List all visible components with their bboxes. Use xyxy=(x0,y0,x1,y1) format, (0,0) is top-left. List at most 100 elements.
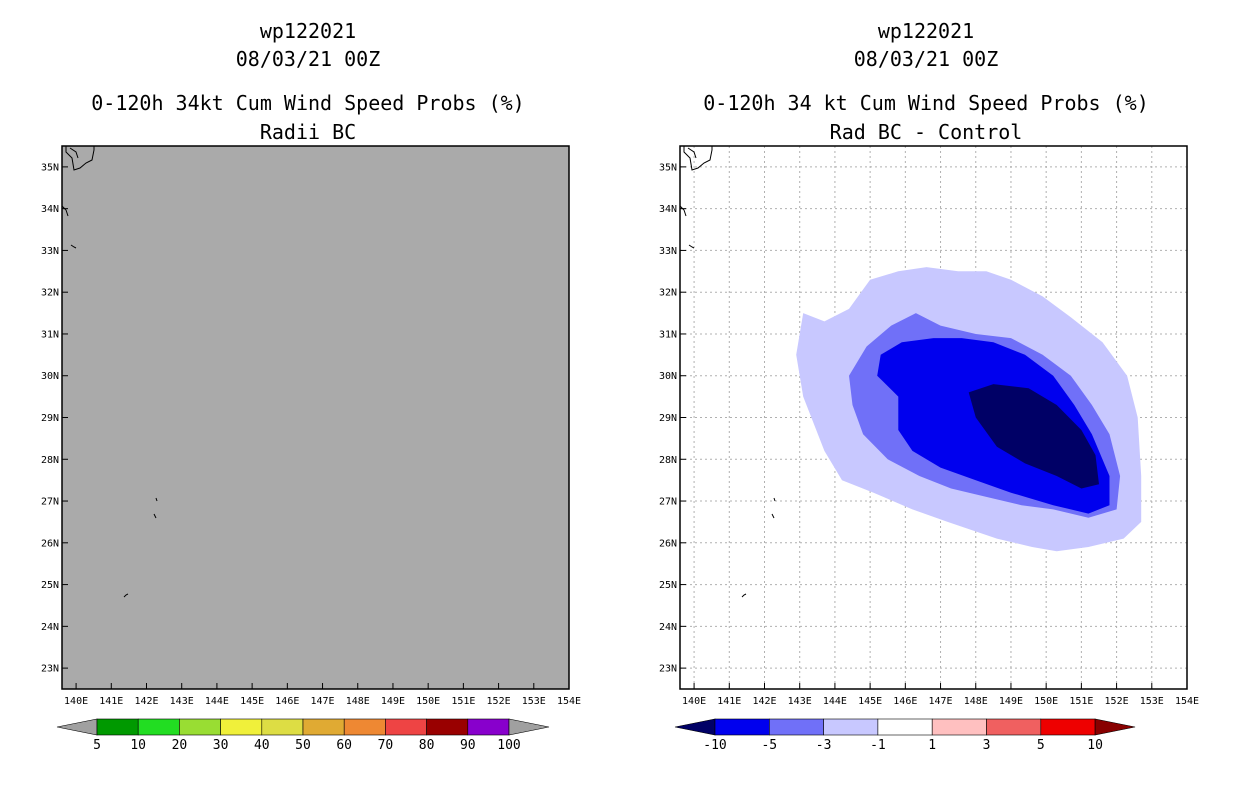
x-tick-label: 154E xyxy=(1175,696,1199,707)
colorbar-box xyxy=(823,718,879,736)
x-tick-label: 144E xyxy=(823,696,847,707)
left-map-background xyxy=(62,146,569,689)
x-tick-label: 149E xyxy=(999,696,1023,707)
y-tick-label: 28N xyxy=(659,455,677,466)
colorbar-label: 10 xyxy=(1087,738,1103,753)
colorbar-box xyxy=(261,718,304,736)
y-tick-label: 34N xyxy=(41,204,59,215)
y-tick-label: 24N xyxy=(41,622,59,633)
x-tick-label: 147E xyxy=(310,696,334,707)
x-tick-label: 150E xyxy=(416,696,440,707)
x-tick-label: 141E xyxy=(717,696,741,707)
colorbar-label: -5 xyxy=(761,738,777,753)
colorbar-low-arrow xyxy=(56,718,98,736)
x-tick-label: 154E xyxy=(557,696,581,707)
colorbar-box xyxy=(179,718,221,736)
x-tick-label: 140E xyxy=(682,696,706,707)
colorbar-label: 5 xyxy=(1037,738,1045,753)
x-tick-label: 153E xyxy=(522,696,546,707)
colorbar-box xyxy=(877,718,933,736)
x-tick-label: 143E xyxy=(170,696,194,707)
colorbar-high-arrow xyxy=(1094,718,1136,736)
colorbar-box xyxy=(986,718,1042,736)
colorbar-label: 100 xyxy=(497,738,520,753)
x-tick-label: 151E xyxy=(1069,696,1093,707)
right-coastlines xyxy=(679,146,776,598)
colorbar-high-arrow xyxy=(508,718,550,736)
right-map-panel: 140E 141E 142E 143E 144E 145E 146E 147E 148E 149E… xyxy=(659,145,1199,707)
colorbar-label: 60 xyxy=(336,738,352,753)
x-tick-label: 142E xyxy=(752,696,776,707)
y-tick-label: 27N xyxy=(659,497,677,508)
left-map-frame xyxy=(61,145,570,690)
colorbar-box xyxy=(385,718,427,736)
colorbar-label: 80 xyxy=(419,738,435,753)
y-tick-label: 28N xyxy=(41,455,59,466)
right-contours xyxy=(796,267,1142,552)
colorbar-box xyxy=(220,718,263,736)
x-tick-label: 144E xyxy=(205,696,229,707)
colorbar-box xyxy=(302,718,345,736)
x-tick-label: 146E xyxy=(893,696,917,707)
y-tick-label: 24N xyxy=(659,622,677,633)
x-tick-label: 142E xyxy=(134,696,158,707)
y-tick-label: 33N xyxy=(41,246,59,257)
colorbar-label: 3 xyxy=(983,738,991,753)
left-coastlines xyxy=(61,146,158,598)
x-tick-label: 146E xyxy=(275,696,299,707)
y-tick-label: 32N xyxy=(659,288,677,299)
y-tick-label: 23N xyxy=(659,664,677,675)
y-tick-label: 25N xyxy=(659,580,677,591)
colorbar-box xyxy=(931,718,987,736)
right-colorbar: -10 -5 -3 -1 1 3 5 10 xyxy=(674,718,1136,753)
colorbar-box xyxy=(467,718,510,736)
colorbar-label: -3 xyxy=(816,738,832,753)
x-tick-label: 153E xyxy=(1140,696,1164,707)
x-tick-label: 141E xyxy=(99,696,123,707)
left-title-subtitle: Radii BC xyxy=(260,120,356,144)
colorbar-low-arrow xyxy=(674,718,716,736)
left-title-storm-id: wp122021 xyxy=(260,19,356,43)
colorbar-box xyxy=(137,718,180,736)
colorbar-box xyxy=(1040,718,1096,736)
colorbar-label: 5 xyxy=(93,738,101,753)
y-tick-label: 26N xyxy=(41,538,59,549)
left-colorbar: 5 10 20 30 40 50 60 70 80 90 100 xyxy=(56,718,550,753)
x-tick-label: 150E xyxy=(1034,696,1058,707)
x-tick-label: 145E xyxy=(858,696,882,707)
colorbar-label: -10 xyxy=(703,738,726,753)
left-title-product: 0-120h 34kt Cum Wind Speed Probs (%) xyxy=(91,91,524,115)
x-tick-label: 148E xyxy=(346,696,370,707)
colorbar-label: 90 xyxy=(460,738,476,753)
y-tick-label: 29N xyxy=(41,413,59,424)
right-map-frame xyxy=(679,145,1188,690)
x-tick-label: 152E xyxy=(487,696,511,707)
colorbar-box xyxy=(426,718,469,736)
y-tick-label: 30N xyxy=(41,371,59,382)
colorbar-label: 70 xyxy=(378,738,394,753)
x-tick-label: 151E xyxy=(451,696,475,707)
y-tick-label: 29N xyxy=(659,413,677,424)
y-tick-label: 32N xyxy=(41,288,59,299)
colorbar-box xyxy=(714,718,770,736)
y-tick-label: 33N xyxy=(659,246,677,257)
y-tick-label: 35N xyxy=(659,162,677,173)
colorbar-box xyxy=(343,718,386,736)
x-tick-label: 145E xyxy=(240,696,264,707)
contour-level-neg10 xyxy=(968,384,1099,489)
x-tick-label: 147E xyxy=(928,696,952,707)
colorbar-box xyxy=(96,718,139,736)
y-tick-label: 31N xyxy=(41,329,59,340)
y-tick-label: 26N xyxy=(659,538,677,549)
y-tick-label: 35N xyxy=(41,162,59,173)
left-map-panel: 140E 141E 142E 143E 144E 145E 146E 147E 148E 149E… xyxy=(41,145,581,707)
colorbar-label: 30 xyxy=(213,738,229,753)
x-tick-label: 143E xyxy=(788,696,812,707)
colorbar-box xyxy=(768,718,824,736)
x-tick-label: 148E xyxy=(964,696,988,707)
colorbar-label: 1 xyxy=(928,738,936,753)
colorbar-label: -1 xyxy=(870,738,886,753)
y-tick-label: 31N xyxy=(659,329,677,340)
y-tick-label: 30N xyxy=(659,371,677,382)
colorbar-label: 40 xyxy=(254,738,270,753)
